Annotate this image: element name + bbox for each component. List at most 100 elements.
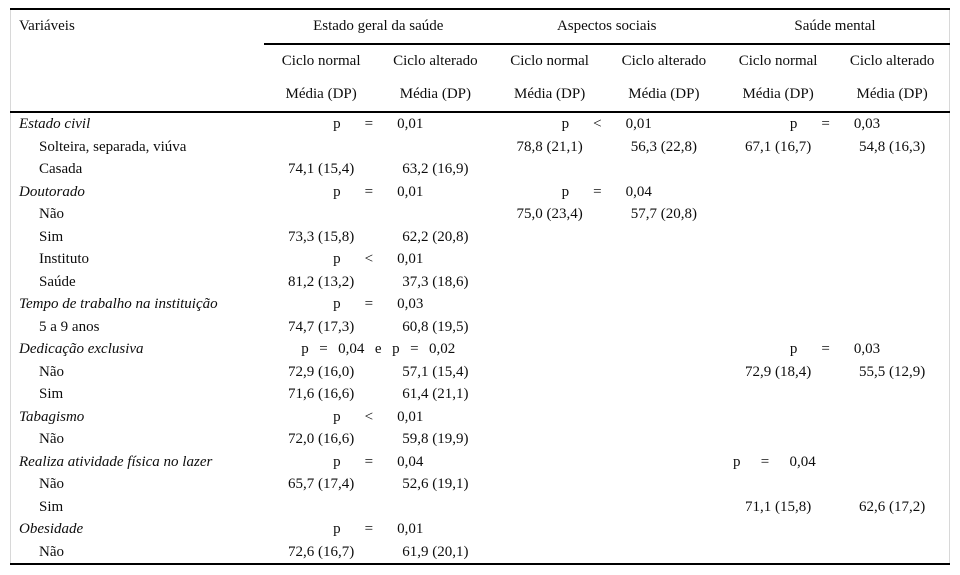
mean-sd-cell: 60,8 (19,5) <box>402 318 469 335</box>
empty-cell <box>835 181 949 204</box>
empty-cell <box>493 496 607 519</box>
p-value-cell: p = 0,04 <box>732 453 816 470</box>
subheader-ciclo-normal: Ciclo normal <box>738 53 818 69</box>
results-table-container: Variáveis Estado geral da saúde Aspectos… <box>10 8 950 565</box>
empty-cell <box>721 541 835 565</box>
category-row: Não 72,0 (16,6) 59,8 (19,9) <box>11 428 950 451</box>
measure-label: Média (DP) <box>285 86 357 102</box>
row-label: Obesidade <box>19 521 84 537</box>
mean-sd-cell: 61,4 (21,1) <box>402 386 469 402</box>
empty-cell <box>835 158 949 181</box>
empty-cell <box>721 181 835 204</box>
row-label: Doutorado <box>19 183 85 200</box>
empty-cell <box>607 316 721 339</box>
mean-sd-cell: 52,6 (19,1) <box>402 476 469 492</box>
empty-cell <box>607 428 721 451</box>
group-header-estado-geral: Estado geral da saúde <box>264 9 493 45</box>
empty-cell <box>493 428 607 451</box>
empty-cell <box>607 338 721 361</box>
empty-cell <box>493 383 607 406</box>
row-label: Solteira, separada, viúva <box>39 138 187 155</box>
mean-sd-cell: 37,3 (18,6) <box>402 273 469 290</box>
p-value-cell: p = 0,03 <box>789 341 881 357</box>
empty-cell <box>264 136 378 159</box>
row-label: Tempo de trabalho na instituição <box>19 296 218 312</box>
empty-cell <box>721 203 835 226</box>
empty-cell <box>835 541 949 565</box>
table-header: Variáveis Estado geral da saúde Aspectos… <box>10 9 950 112</box>
mean-sd-cell: 62,6 (17,2) <box>858 498 926 515</box>
category-row: Não 75,0 (23,4) 57,7 (20,8) <box>11 203 950 226</box>
empty-cell <box>493 406 607 429</box>
empty-cell <box>493 293 607 316</box>
mean-sd-cell: 74,7 (17,3) <box>288 318 355 335</box>
empty-cell <box>493 316 607 339</box>
empty-cell <box>835 226 949 249</box>
mean-sd-cell: 73,3 (15,8) <box>288 228 355 245</box>
p-value-cell: p = 0,01 <box>333 183 424 200</box>
row-label: Estado civil <box>19 116 91 132</box>
group-header-saude-mental: Saúde mental <box>720 9 950 45</box>
category-row: Solteira, separada, viúva 78,8 (21,1) 56,3… <box>11 136 950 159</box>
empty-cell <box>721 316 835 339</box>
mean-sd-cell: 65,7 (17,4) <box>288 476 355 492</box>
row-label: Realiza atividade física no lazer <box>19 453 213 470</box>
p-value-cell: p = 0,03 <box>789 116 881 132</box>
mean-sd-cell: 56,3 (22,8) <box>630 138 697 155</box>
empty-cell <box>607 496 721 519</box>
mean-sd-cell: 72,0 (16,6) <box>288 431 355 447</box>
empty-cell <box>721 473 835 496</box>
empty-cell <box>835 428 949 451</box>
empty-cell <box>378 496 492 519</box>
empty-cell <box>607 271 721 294</box>
mean-sd-cell: 78,8 (21,1) <box>516 138 583 155</box>
variable-row: Tempo de trabalho na instituição p = 0,03 <box>11 293 950 316</box>
empty-cell <box>493 361 607 384</box>
empty-cell <box>835 271 949 294</box>
empty-cell <box>721 226 835 249</box>
empty-cell <box>721 271 835 294</box>
category-row: Casada 74,1 (15,4) 63,2 (16,9) <box>11 158 950 181</box>
empty-cell <box>493 518 607 541</box>
row-label: 5 a 9 anos <box>39 318 100 335</box>
table-body: Estado civil p = 0,01 p < 0,01 p = 0,03 Solt… <box>11 112 950 564</box>
empty-cell <box>721 518 835 541</box>
empty-cell <box>493 451 607 474</box>
mean-sd-cell: 57,1 (15,4) <box>402 363 469 380</box>
empty-cell <box>607 451 721 474</box>
empty-cell <box>835 383 949 406</box>
variable-row: Dedicação exclusiva p = 0,04 e p = 0,02 p … <box>11 338 950 361</box>
empty-cell <box>835 293 949 316</box>
cycle-subheader-row: Ciclo normal Ciclo alterado Ciclo normal… <box>11 44 950 78</box>
measure-label: Média (DP) <box>628 86 700 102</box>
mean-sd-cell: 72,6 (16,7) <box>288 543 355 560</box>
p-value-cell: p = 0,04 <box>561 183 652 200</box>
variable-row: Realiza atividade física no lazer p = 0,0… <box>11 451 950 474</box>
empty-cell <box>607 248 721 271</box>
empty-cell <box>607 518 721 541</box>
mean-sd-cell: 72,9 (18,4) <box>744 363 812 380</box>
subheader-ciclo-normal: Ciclo normal <box>281 53 361 69</box>
empty-cell <box>607 226 721 249</box>
measure-label: Média (DP) <box>742 86 814 102</box>
empty-cell <box>378 136 492 159</box>
row-label: Tabagismo <box>19 408 85 425</box>
group-header-row: Variáveis Estado geral da saúde Aspectos… <box>11 9 950 45</box>
measure-header-row: Média (DP) Média (DP) Média (DP) Média (… <box>11 78 950 112</box>
measure-label: Média (DP) <box>856 86 928 102</box>
mean-sd-cell: 81,2 (13,2) <box>288 273 355 290</box>
p-value-cell: p < 0,01 <box>333 408 424 425</box>
row-label: Dedicação exclusiva <box>19 341 144 357</box>
variable-row: Obesidade p = 0,01 <box>11 518 950 541</box>
empty-cell <box>493 541 607 565</box>
category-row: Não 65,7 (17,4) 52,6 (19,1) <box>11 473 950 496</box>
empty-cell <box>835 406 949 429</box>
p-value-cell: p = 0,01 <box>333 116 424 132</box>
variable-row: Tabagismo p < 0,01 <box>11 406 950 429</box>
row-label: Não <box>39 206 64 222</box>
empty-cell <box>264 203 378 226</box>
variable-row: Estado civil p = 0,01 p < 0,01 p = 0,03 <box>11 112 950 136</box>
mean-sd-cell: 71,6 (16,6) <box>288 386 355 402</box>
empty-cell <box>835 518 949 541</box>
row-label: Instituto <box>39 251 90 267</box>
